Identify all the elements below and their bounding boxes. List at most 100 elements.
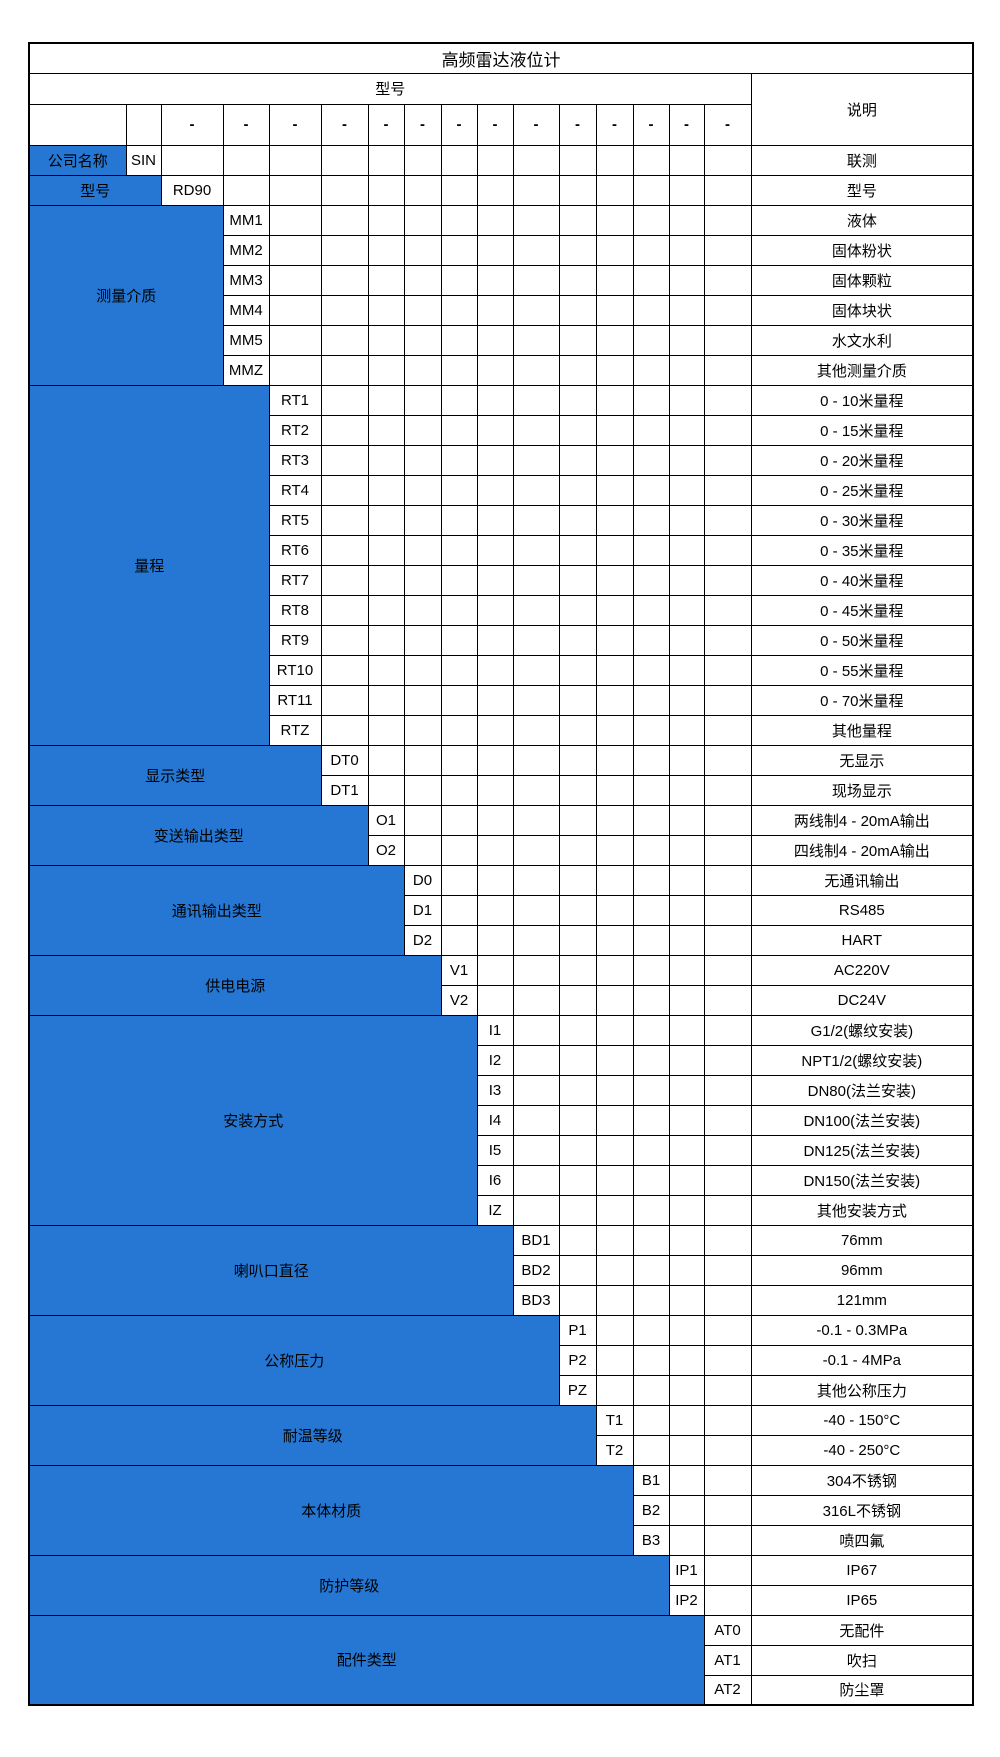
empty-cell xyxy=(476,324,514,356)
description-cell-b1: 304不锈钢 xyxy=(750,1464,974,1496)
table-row-rt6: RT6 0 - 35米量程 xyxy=(29,534,974,566)
empty-cell xyxy=(632,234,670,266)
empty-cell xyxy=(367,714,405,746)
empty-cell xyxy=(703,1284,752,1316)
empty-cell xyxy=(440,414,478,446)
empty-cell xyxy=(440,174,478,206)
empty-cell xyxy=(703,444,752,476)
table-row-i2: I2 NPT1/2(螺纹安装) xyxy=(29,1044,974,1076)
empty-cell xyxy=(703,504,752,536)
empty-cell xyxy=(668,1284,705,1316)
empty-cell xyxy=(668,1314,705,1346)
empty-cell xyxy=(595,204,634,236)
empty-cell xyxy=(367,504,405,536)
empty-cell xyxy=(403,654,442,686)
description-cell-v2: DC24V xyxy=(750,984,974,1016)
empty-cell xyxy=(512,354,560,386)
empty-cell xyxy=(512,1014,560,1046)
empty-cell xyxy=(632,1014,670,1046)
table-row-p2: P2 -0.1 - 4MPa xyxy=(29,1344,974,1376)
table-row-i3: I3 DN80(法兰安装) xyxy=(29,1074,974,1106)
empty-cell xyxy=(512,744,560,776)
empty-cell xyxy=(440,804,478,836)
empty-cell xyxy=(703,654,752,686)
empty-cell xyxy=(595,1344,634,1376)
empty-cell xyxy=(558,804,597,836)
description-cell-i6: DN150(法兰安装) xyxy=(750,1164,974,1196)
empty-cell xyxy=(668,1164,705,1196)
empty-cell xyxy=(403,774,442,806)
empty-cell xyxy=(703,864,752,896)
table-row-rd90: 型号 RD90 型号 xyxy=(28,174,974,206)
empty-cell xyxy=(632,1284,670,1316)
empty-cell xyxy=(595,924,634,956)
empty-cell xyxy=(512,1104,560,1136)
table-row-mm1: 测量介质 MM1 液体 xyxy=(28,204,974,386)
empty-cell xyxy=(668,444,705,476)
empty-cell xyxy=(668,474,705,506)
empty-cell xyxy=(512,1134,560,1166)
empty-cell xyxy=(595,1074,634,1106)
empty-cell xyxy=(367,174,405,206)
empty-cell xyxy=(668,774,705,806)
table-row-rt9: RT9 0 - 50米量程 xyxy=(29,624,974,656)
description-cell-d1: RS485 xyxy=(750,894,974,926)
empty-cell xyxy=(320,414,369,446)
dash-row-empty-cell xyxy=(125,103,162,146)
dash-separator: - xyxy=(403,103,442,146)
dash-separator: - xyxy=(367,103,405,146)
code-cell-rt3: RT3 xyxy=(268,444,322,476)
empty-cell xyxy=(703,624,752,656)
empty-cell xyxy=(512,264,560,296)
empty-cell xyxy=(703,1044,752,1076)
empty-cell xyxy=(668,894,705,926)
description-cell-i2: NPT1/2(螺纹安装) xyxy=(750,1044,974,1076)
description-cell-i3: DN80(法兰安装) xyxy=(750,1074,974,1106)
empty-cell xyxy=(476,504,514,536)
empty-cell xyxy=(703,1134,752,1166)
empty-cell xyxy=(440,144,478,176)
empty-cell xyxy=(668,1134,705,1166)
empty-cell xyxy=(668,594,705,626)
table-row-mm5: MM5 水文水利 xyxy=(29,324,974,356)
empty-cell xyxy=(632,1254,670,1286)
empty-cell xyxy=(320,204,369,236)
empty-cell xyxy=(320,624,369,656)
empty-cell xyxy=(632,1194,670,1226)
empty-cell xyxy=(476,234,514,266)
page-title: 高频雷达液位计 xyxy=(28,42,974,74)
code-cell-dt1: DT1 xyxy=(320,774,369,806)
empty-cell xyxy=(595,684,634,716)
description-cell-rt4: 0 - 25米量程 xyxy=(750,474,974,506)
empty-cell xyxy=(632,264,670,296)
empty-cell xyxy=(595,1104,634,1136)
empty-cell xyxy=(476,534,514,566)
empty-cell xyxy=(632,1314,670,1346)
empty-cell xyxy=(403,174,442,206)
code-cell-rt4: RT4 xyxy=(268,474,322,506)
table-row-i4: I4 DN100(法兰安装) xyxy=(29,1104,974,1136)
empty-cell xyxy=(440,624,478,656)
dash-separator: - xyxy=(440,103,478,146)
empty-cell xyxy=(558,174,597,206)
empty-cell xyxy=(367,744,405,776)
empty-cell xyxy=(403,234,442,266)
description-cell-rtz: 其他量程 xyxy=(750,714,974,746)
empty-cell xyxy=(703,714,752,746)
empty-cell xyxy=(367,324,405,356)
empty-cell xyxy=(668,684,705,716)
empty-cell xyxy=(668,714,705,746)
empty-cell xyxy=(558,1284,597,1316)
description-cell-p1: -0.1 - 0.3MPa xyxy=(750,1314,974,1346)
category-cell-comm-output-type: 通讯输出类型 xyxy=(28,864,405,956)
code-cell-mm2: MM2 xyxy=(222,234,270,266)
empty-cell xyxy=(440,654,478,686)
dash-separator: - xyxy=(703,103,752,146)
empty-cell xyxy=(440,924,478,956)
code-cell-t1: T1 xyxy=(595,1404,634,1436)
empty-cell xyxy=(440,444,478,476)
code-cell-at2: AT2 xyxy=(703,1674,752,1706)
dash-separator: - xyxy=(268,103,322,146)
table-row-d1: D1 RS485 xyxy=(29,894,974,926)
empty-cell xyxy=(632,1164,670,1196)
